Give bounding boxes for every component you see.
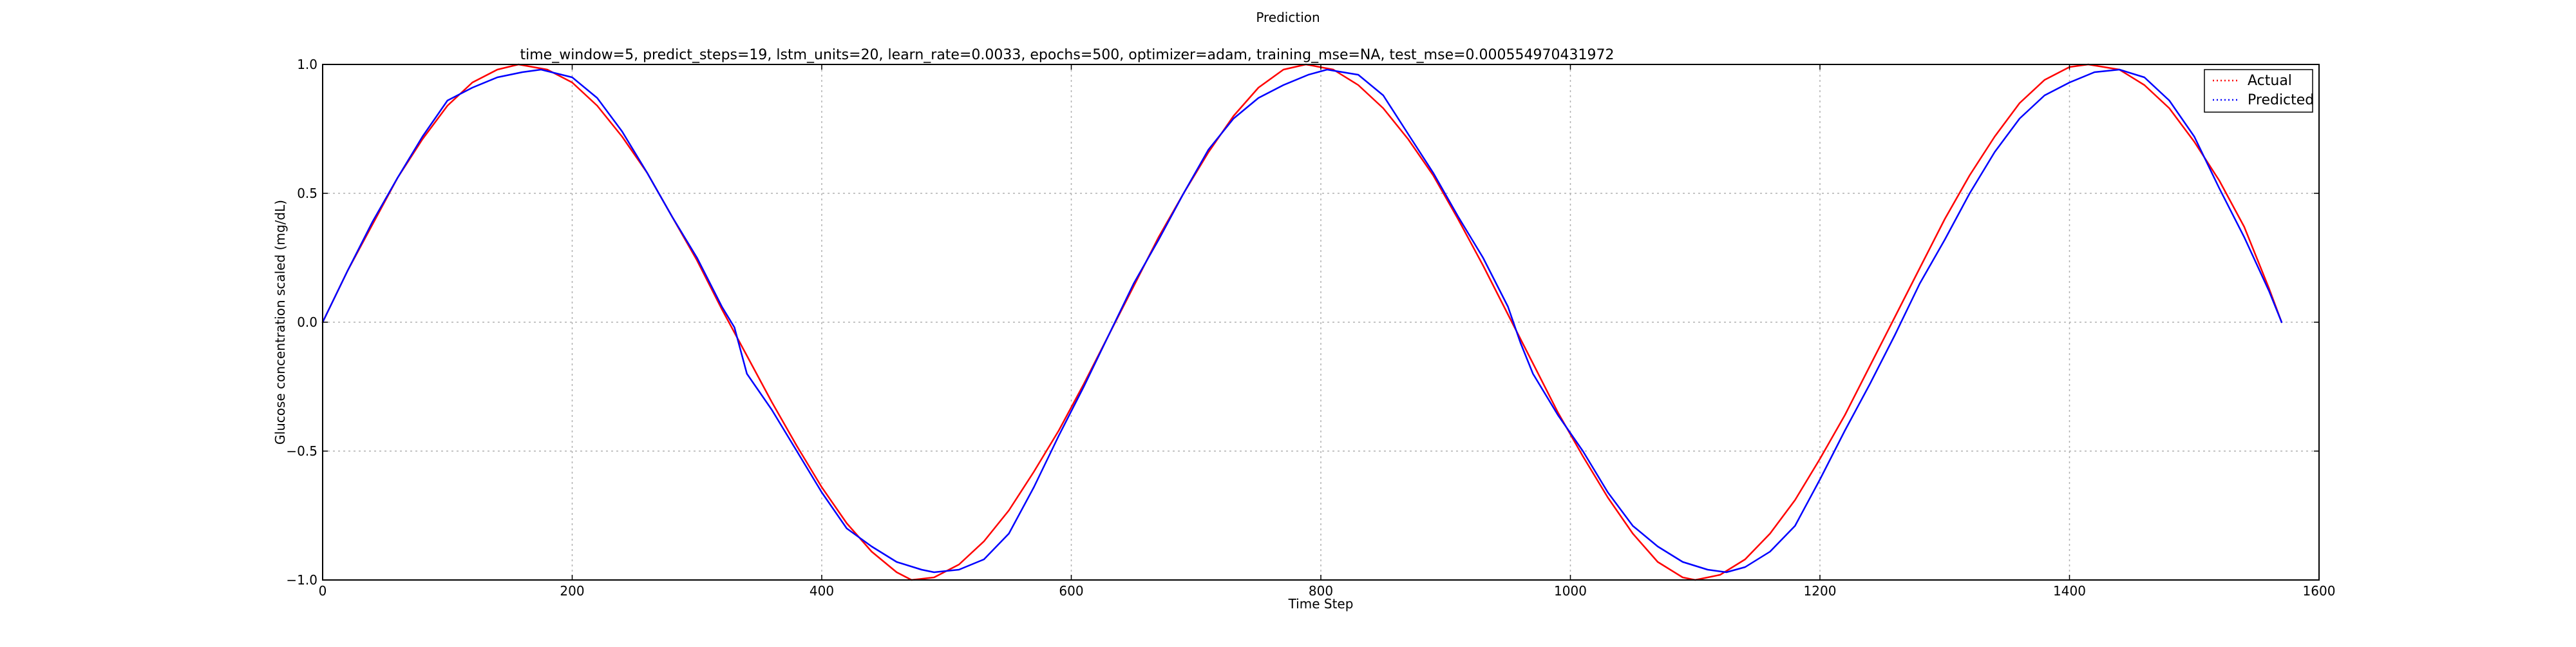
legend-box — [2204, 69, 2313, 113]
y-tick-label: −1.0 — [286, 572, 317, 588]
x-tick-label: 1000 — [1554, 583, 1587, 599]
x-tick-label: 1200 — [1804, 583, 1837, 599]
y-tick-label: 0.5 — [297, 186, 317, 201]
chart-suptitle: Prediction — [1256, 10, 1320, 25]
legend-label-actual: Actual — [2248, 73, 2292, 89]
x-tick-label: 1400 — [2053, 583, 2086, 599]
x-tick-label: 400 — [810, 583, 834, 599]
y-tick-label: −0.5 — [286, 443, 317, 459]
x-tick-label: 1600 — [2303, 583, 2336, 599]
axis-ticks: 0 200 400 600 800 1000 1200 1400 1600 −1.0 −0.5 0.0… — [286, 57, 2335, 599]
y-tick-label: 1.0 — [297, 57, 317, 72]
legend: Actual Predicted — [2204, 69, 2314, 113]
y-tick-label: 0.0 — [297, 314, 317, 330]
grid — [323, 64, 2319, 580]
series-line-predicted — [321, 68, 2283, 574]
x-tick-label: 600 — [1059, 583, 1083, 599]
legend-label-predicted: Predicted — [2248, 92, 2314, 108]
y-axis-label: Glucose concentration scaled (mg/dL) — [272, 200, 288, 445]
chart-title: time_window=5, predict_steps=19, lstm_un… — [520, 47, 1615, 63]
x-axis-label: Time Step — [1288, 596, 1354, 612]
x-tick-label: 0 — [319, 583, 327, 599]
x-tick-label: 800 — [1309, 583, 1333, 599]
x-tick-label: 200 — [560, 583, 584, 599]
